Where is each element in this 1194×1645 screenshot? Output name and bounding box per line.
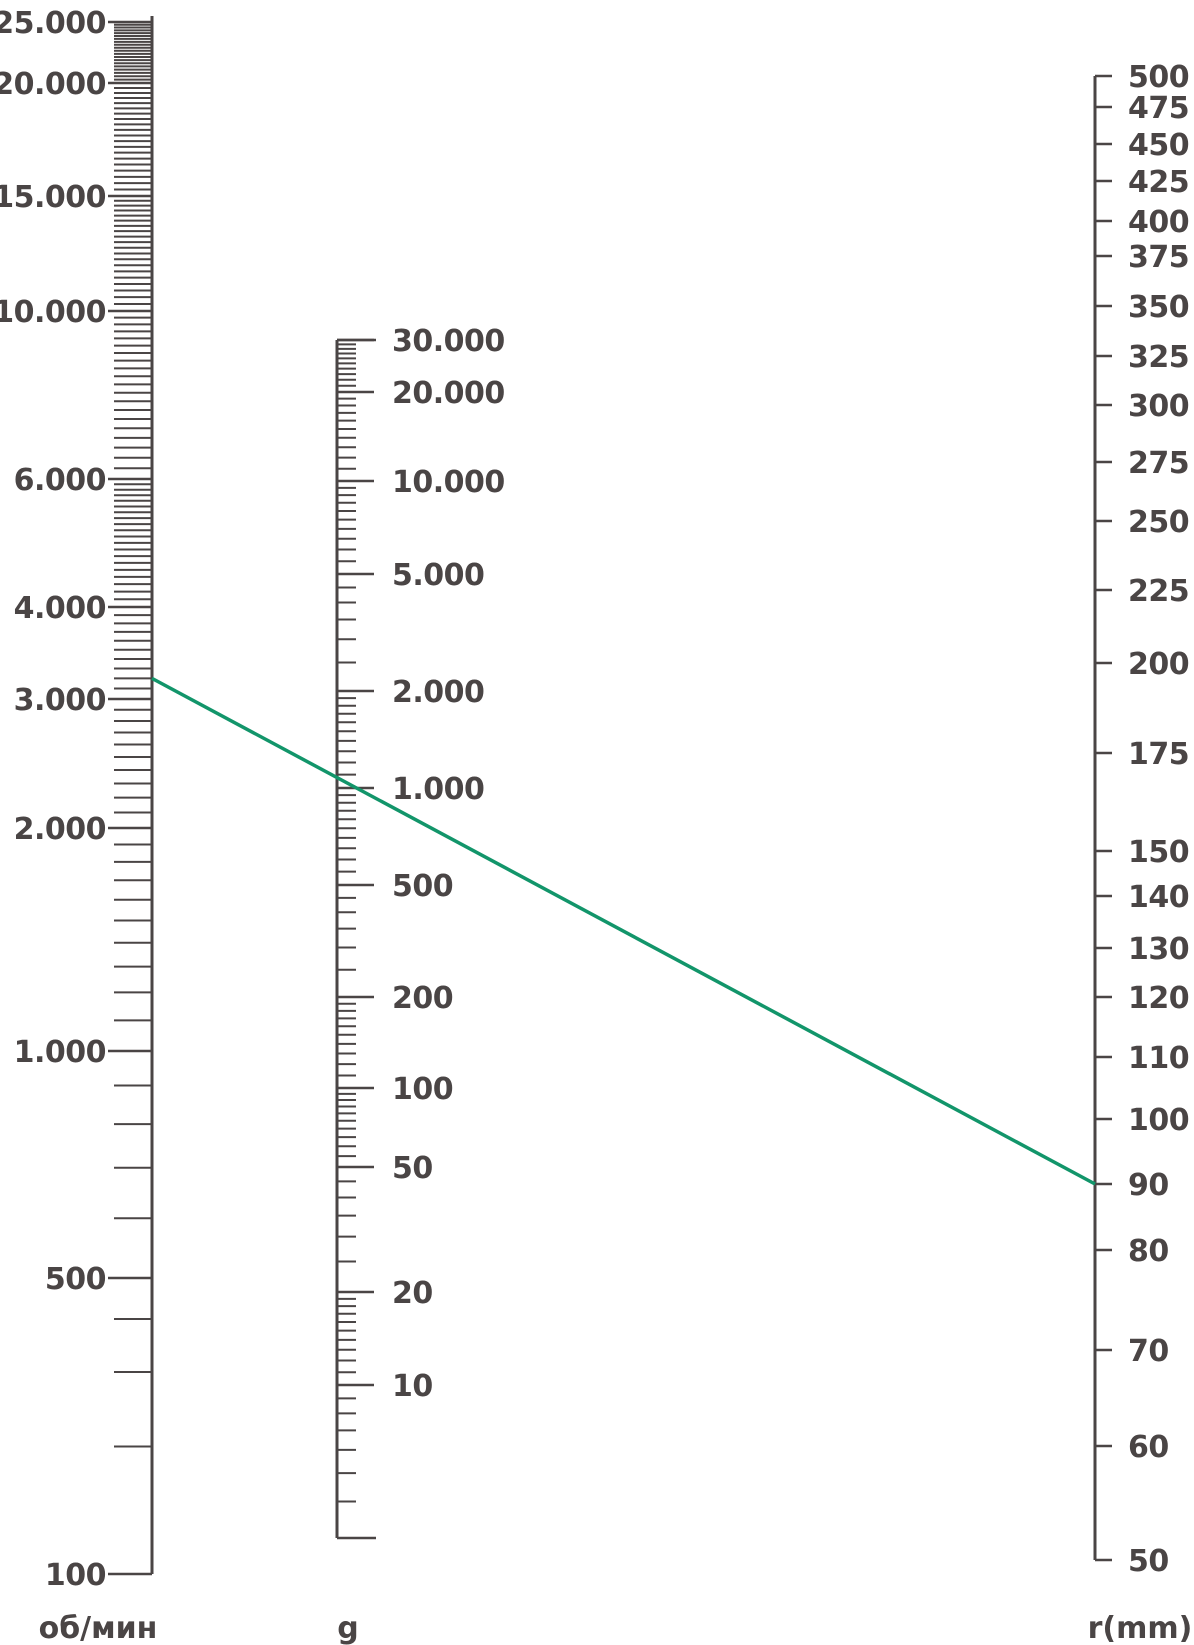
r-tick-label: 325 bbox=[1128, 340, 1189, 375]
r-tick-label: 130 bbox=[1128, 932, 1189, 967]
g-tick-label: 1.000 bbox=[392, 772, 484, 807]
rpm-tick-label: 15.000 bbox=[0, 180, 106, 215]
g-tick-label: 10 bbox=[392, 1369, 433, 1404]
g-tick-label: 200 bbox=[392, 981, 453, 1016]
r-tick-label: 200 bbox=[1128, 647, 1189, 682]
rpm-tick-label: 6.000 bbox=[14, 463, 106, 498]
r-tick-label: 60 bbox=[1128, 1430, 1169, 1465]
rpm-tick-label: 500 bbox=[45, 1262, 106, 1297]
g-tick-label: 20.000 bbox=[392, 376, 505, 411]
g-tick-label: 500 bbox=[392, 869, 453, 904]
rpm-tick-label: 2.000 bbox=[14, 812, 106, 847]
r-tick-label: 275 bbox=[1128, 446, 1189, 481]
g-tick-label: 20 bbox=[392, 1276, 433, 1311]
r-axis-title: r(mm) bbox=[1088, 1611, 1193, 1645]
g-tick-label: 100 bbox=[392, 1072, 453, 1107]
r-tick-label: 110 bbox=[1128, 1041, 1189, 1076]
r-tick-label: 90 bbox=[1128, 1168, 1169, 1203]
rpm-axis-title: об/мин bbox=[39, 1611, 158, 1645]
r-tick-label: 50 bbox=[1128, 1544, 1169, 1579]
g-axis-title: g bbox=[337, 1611, 358, 1645]
rpm-tick-label: 20.000 bbox=[0, 67, 106, 102]
rpm-tick-label: 10.000 bbox=[0, 295, 106, 330]
r-tick-label: 375 bbox=[1128, 240, 1189, 275]
rpm-tick-label: 1.000 bbox=[14, 1035, 106, 1070]
r-tick-label: 175 bbox=[1128, 737, 1189, 772]
r-tick-label: 400 bbox=[1128, 205, 1189, 240]
r-tick-label: 225 bbox=[1128, 574, 1189, 609]
rpm-ticks bbox=[108, 20, 152, 1576]
r-tick-label: 120 bbox=[1128, 981, 1189, 1016]
r-ticks bbox=[1095, 74, 1112, 1562]
rpm-tick-label: 3.000 bbox=[14, 683, 106, 718]
rpm-tick-label: 25.000 bbox=[0, 6, 106, 41]
rpm-tick-label: 4.000 bbox=[14, 591, 106, 626]
r-tick-label: 140 bbox=[1128, 880, 1189, 915]
g-tick-label: 2.000 bbox=[392, 675, 484, 710]
r-tick-label: 475 bbox=[1128, 91, 1189, 126]
r-tick-label: 150 bbox=[1128, 835, 1189, 870]
r-tick-label: 100 bbox=[1128, 1103, 1189, 1138]
r-tick-label: 450 bbox=[1128, 128, 1189, 163]
index-line bbox=[151, 676, 1096, 1186]
g-tick-label: 10.000 bbox=[392, 465, 505, 500]
r-tick-label: 350 bbox=[1128, 290, 1189, 325]
rpm-labels: 25.000 20.000 15.000 10.000 6.000 4.000 3.000 2… bbox=[0, 6, 107, 1593]
g-tick-label: 5.000 bbox=[392, 558, 484, 593]
r-tick-label: 300 bbox=[1128, 389, 1189, 424]
r-tick-label: 500 bbox=[1128, 60, 1189, 95]
g-scale: 30.000 20.000 10.000 5.000 2.000 1.000 500 200 1… bbox=[335, 324, 505, 1645]
g-ticks bbox=[337, 338, 376, 1540]
r-tick-label: 80 bbox=[1128, 1234, 1169, 1269]
rpm-scale: 25.000 20.000 15.000 10.000 6.000 4.000 3.000 2… bbox=[0, 6, 157, 1645]
r-tick-label: 425 bbox=[1128, 165, 1189, 200]
r-tick-label: 70 bbox=[1128, 1334, 1169, 1369]
rpm-tick-label: 100 bbox=[45, 1558, 106, 1593]
g-tick-label: 30.000 bbox=[392, 324, 505, 359]
g-labels: 30.000 20.000 10.000 5.000 2.000 1.000 500 200 1… bbox=[392, 324, 505, 1404]
r-tick-label: 250 bbox=[1128, 505, 1189, 540]
g-tick-label: 50 bbox=[392, 1151, 433, 1186]
